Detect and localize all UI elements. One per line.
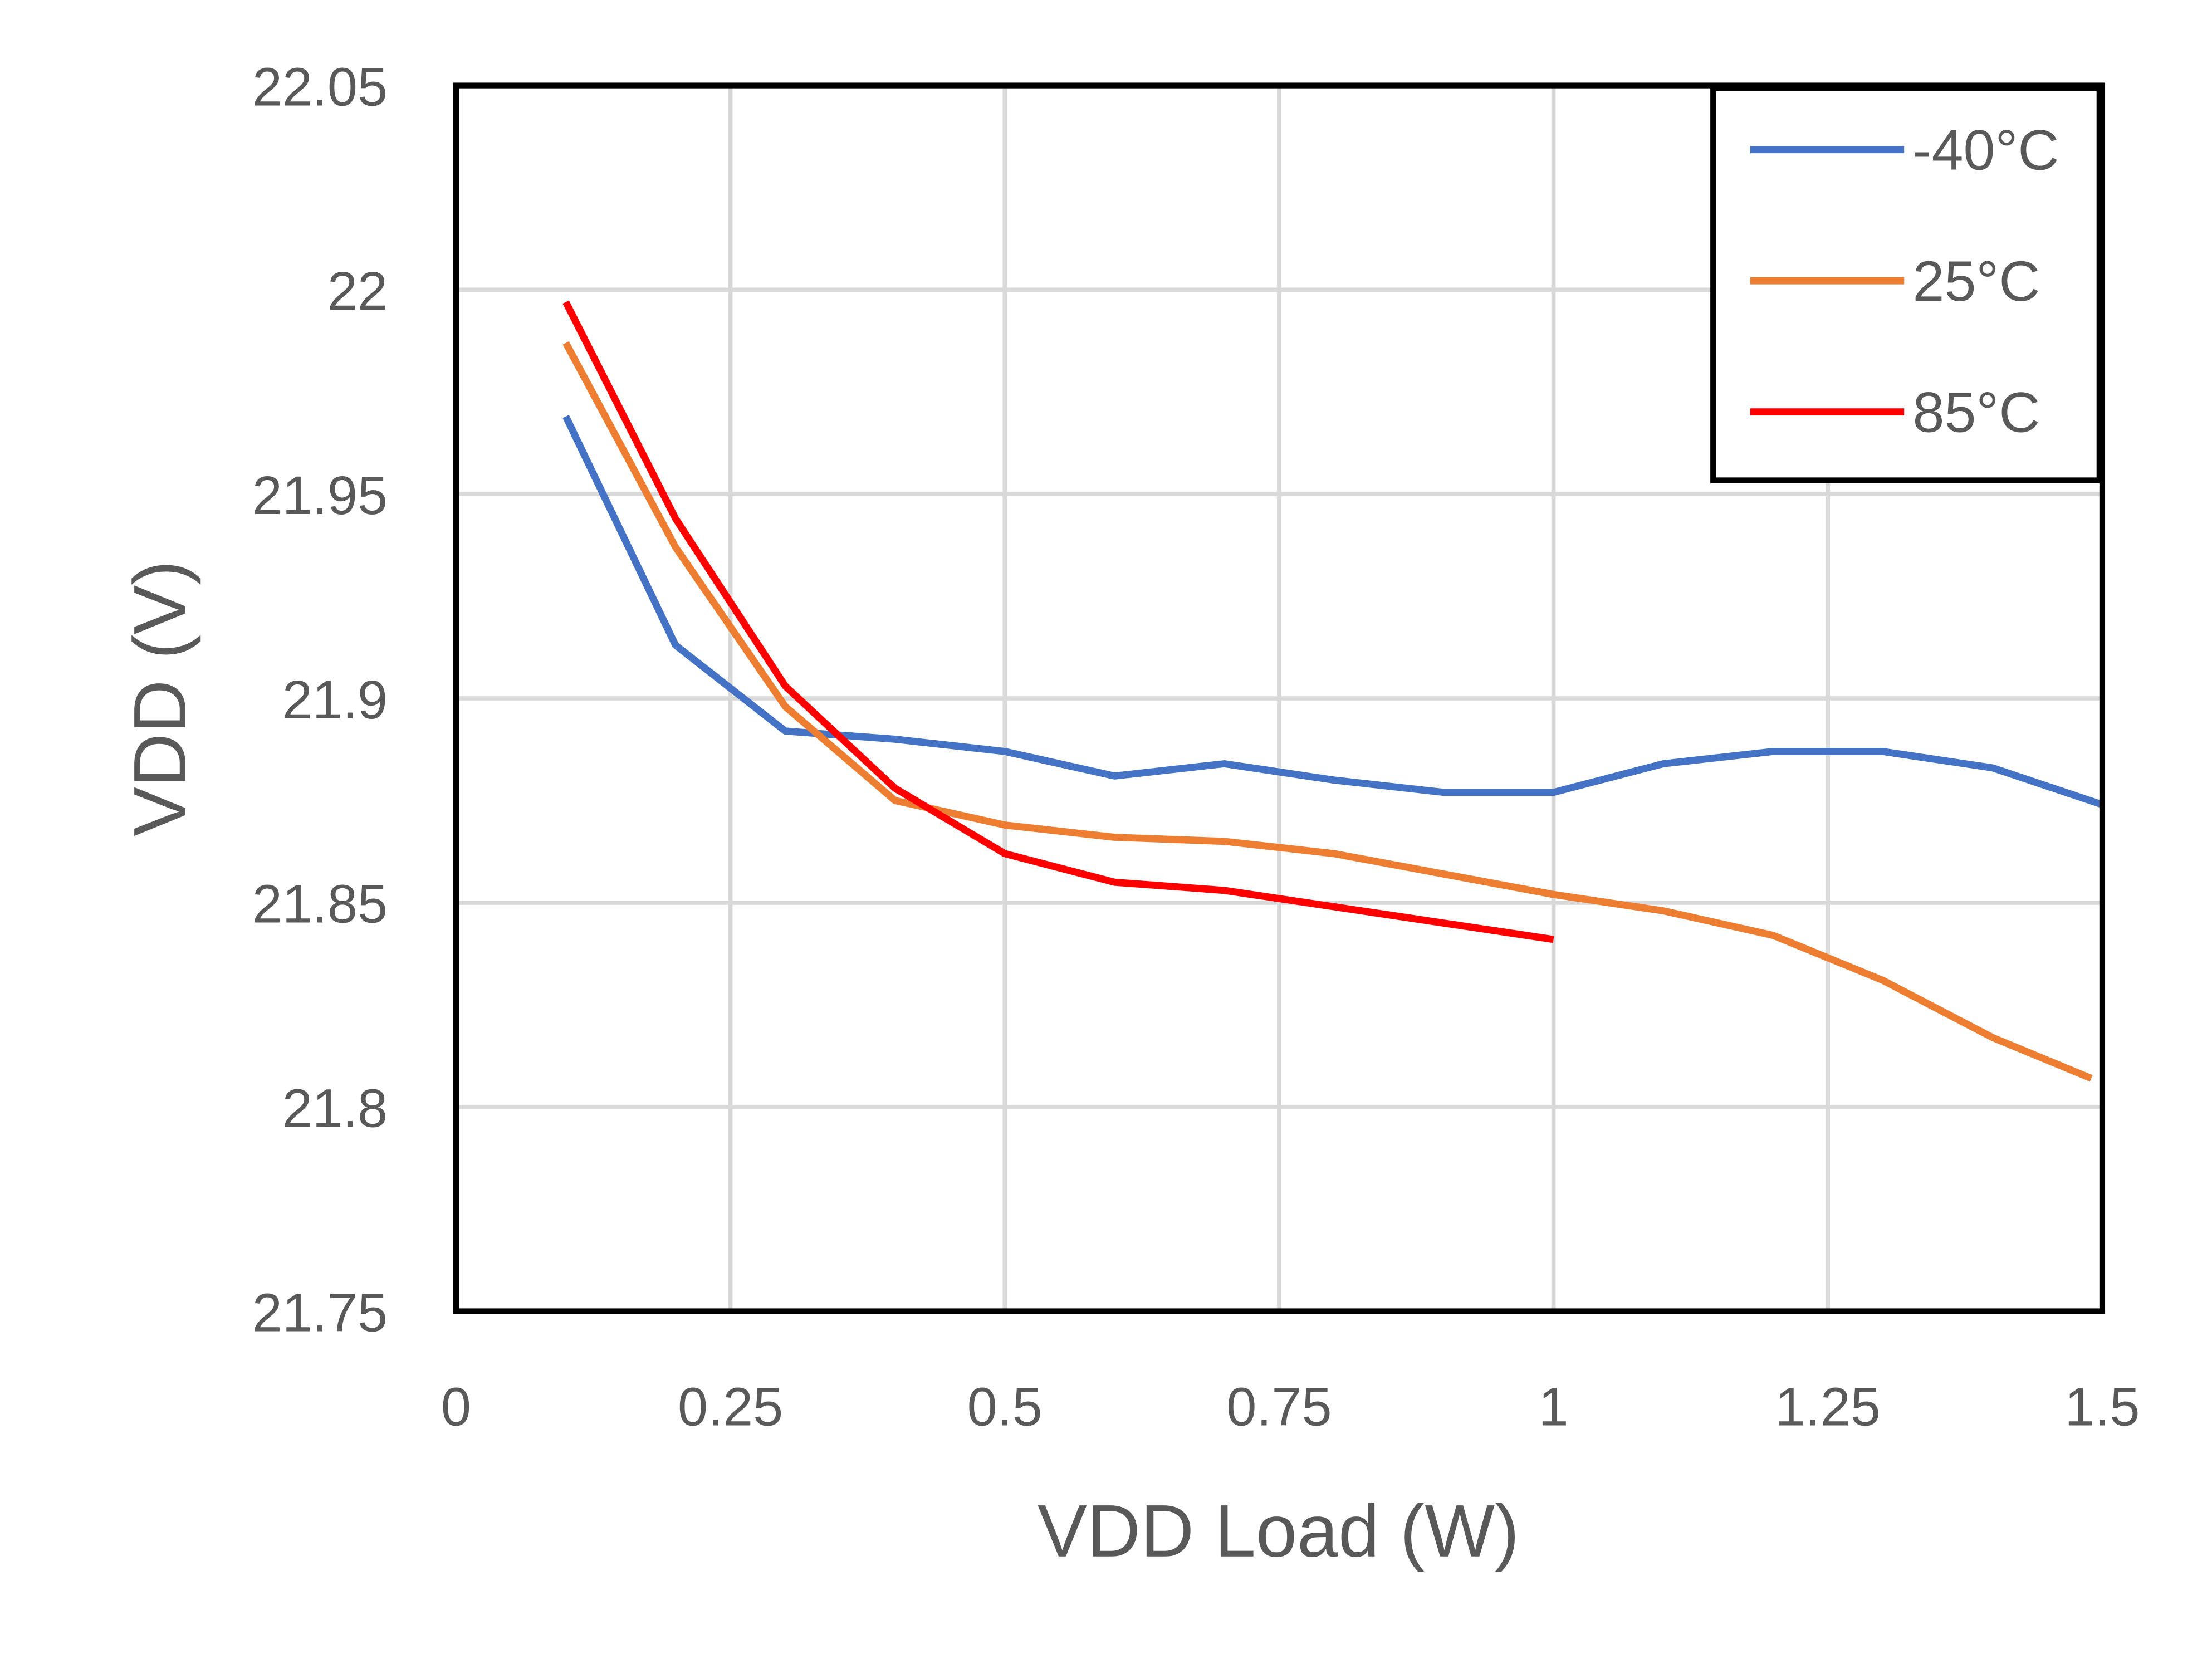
legend-label: 25°C xyxy=(1913,249,2040,313)
y-tick-label: 21.95 xyxy=(252,465,388,526)
x-tick-label: 0.25 xyxy=(678,1376,783,1437)
y-tick-label: 21.85 xyxy=(252,874,388,934)
legend-label: -40°C xyxy=(1913,118,2059,182)
x-tick-label: 0.5 xyxy=(967,1376,1043,1437)
legend: -40°C 25°C 85°C xyxy=(1710,85,2102,483)
series-line-2 xyxy=(562,300,1554,943)
y-axis-title: VDD (V) xyxy=(119,560,202,836)
plot-frame xyxy=(453,82,2106,1314)
x-tick-label: 1.25 xyxy=(1775,1376,1881,1437)
x-tick-label: 1.5 xyxy=(2064,1376,2140,1437)
series-lines xyxy=(562,300,2103,1082)
x-tick-label: 0.75 xyxy=(1226,1376,1332,1437)
x-axis-title: VDD Load (W) xyxy=(1038,1490,1519,1573)
y-tick-label: 22 xyxy=(327,261,388,321)
tick-labels: 0 0.25 0.5 0.75 1 1.25 1.5 21.75 21.8 21.85 21.9 21… xyxy=(252,56,2140,1437)
y-tick-label: 21.8 xyxy=(282,1078,388,1139)
x-tick-label: 0 xyxy=(441,1376,471,1437)
x-tick-label: 1 xyxy=(1539,1376,1569,1437)
legend-label: 85°C xyxy=(1913,380,2040,444)
y-tick-label: 21.75 xyxy=(252,1282,388,1343)
y-tick-label: 21.9 xyxy=(282,669,388,730)
y-tick-label: 22.05 xyxy=(252,56,388,117)
series-line-1 xyxy=(562,341,2093,1082)
